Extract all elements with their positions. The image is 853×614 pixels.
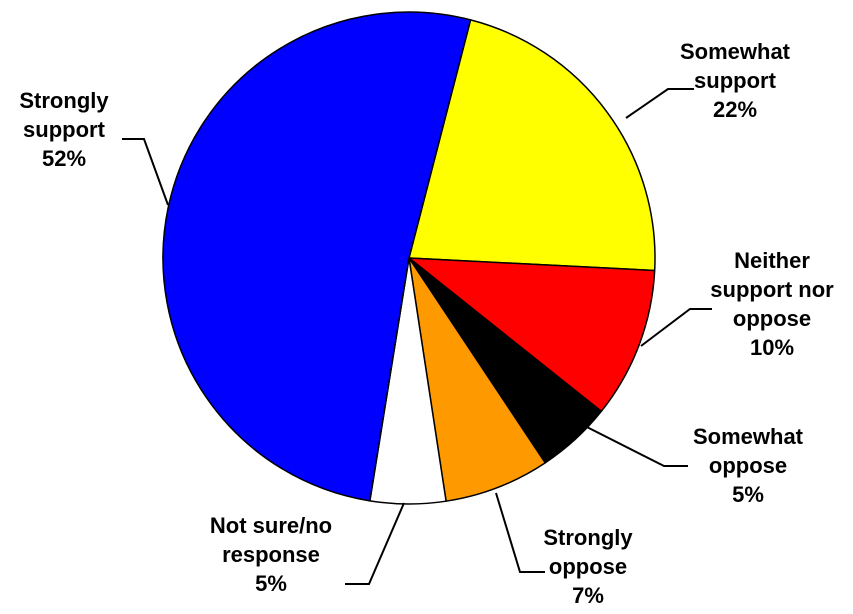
leader-line <box>122 138 169 206</box>
leader-line <box>345 502 405 585</box>
slice-value-label: 52% <box>42 146 86 171</box>
pie-slice <box>408 19 656 272</box>
pie-slice <box>408 257 656 413</box>
slice-label-line: support <box>694 68 777 93</box>
leader-lines <box>122 88 712 585</box>
slice-label-line: Strongly <box>543 525 633 550</box>
slice-label: Neither support nor oppose 10% <box>710 248 834 360</box>
slice-label-line: Strongly <box>19 88 109 113</box>
slice-label-line: oppose <box>549 554 627 579</box>
leader-line <box>625 88 694 119</box>
pie-slices <box>162 11 656 505</box>
slice-label: Strongly oppose 7% <box>543 525 633 608</box>
slice-label: Strongly support 52% <box>19 88 109 171</box>
slice-label-line: support nor <box>710 277 834 302</box>
slice-value-label: 7% <box>572 583 604 608</box>
pie-slice <box>162 11 472 502</box>
leader-line <box>495 492 545 573</box>
slice-label-line: Somewhat <box>693 424 804 449</box>
leader-line <box>640 308 712 347</box>
slice-label: Somewhat support 22% <box>680 39 791 122</box>
slice-label-line: Not sure/no <box>210 513 332 538</box>
slice-label-line: response <box>222 542 320 567</box>
slice-value-label: 22% <box>713 97 757 122</box>
slice-label-line: oppose <box>733 306 811 331</box>
slice-value-label: 10% <box>750 335 794 360</box>
slice-value-label: 5% <box>255 571 287 596</box>
slice-label-line: Neither <box>734 248 810 273</box>
slice-label: Somewhat oppose 5% <box>693 424 804 507</box>
pie-slice <box>408 257 546 502</box>
slice-label-line: Somewhat <box>680 39 791 64</box>
slice-value-label: 5% <box>732 482 764 507</box>
leader-line <box>576 421 688 467</box>
slice-label-line: oppose <box>709 453 787 478</box>
slice-label: Not sure/no response 5% <box>210 513 332 596</box>
slice-labels: Somewhat support 22% Neither support nor oppo… <box>19 39 834 608</box>
slice-label-line: support <box>23 117 106 142</box>
